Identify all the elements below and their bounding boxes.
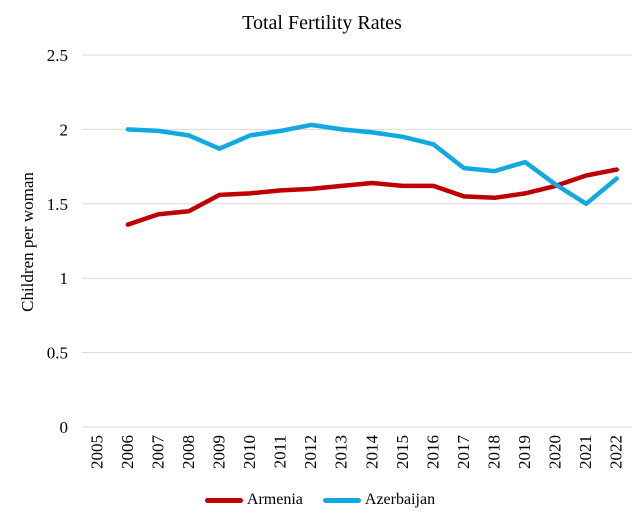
x-tick-label: 2007 (148, 435, 167, 470)
legend-label: Azerbaijan (364, 491, 436, 508)
x-tick-label: 2009 (210, 435, 229, 469)
x-tick-label: 2013 (332, 435, 351, 469)
x-tick-label: 2021 (576, 435, 595, 469)
legend-swatch (204, 497, 243, 503)
gridlines (82, 54, 632, 354)
x-tick-label: 2012 (301, 435, 320, 469)
legend: Armenia Azerbaijan (0, 490, 640, 510)
series-lines (125, 122, 619, 227)
series-line-azerbaijan (125, 122, 619, 207)
x-tick-label: 2006 (118, 435, 137, 469)
y-tick-labels: 0 0.5 1 1.5 2 2.5 (47, 46, 68, 437)
x-tick-label: 2017 (454, 435, 473, 470)
x-tick-label: 2011 (271, 435, 290, 468)
legend-item-armenia: Armenia (204, 491, 303, 509)
x-tick-label: 2022 (607, 435, 626, 469)
x-tick-label: 2016 (423, 435, 442, 469)
y-tick-label: 0.5 (47, 344, 68, 363)
y-tick-label: 0 (60, 418, 69, 437)
x-tick-label: 2005 (87, 435, 106, 469)
legend-swatch (322, 497, 361, 503)
legend-label: Armenia (246, 491, 303, 508)
y-tick-label: 2.5 (47, 46, 68, 65)
series-line-armenia (125, 167, 619, 227)
x-tick-label: 2019 (515, 435, 534, 469)
y-axis-label: Children per woman (18, 172, 37, 312)
x-tick-label: 2018 (485, 435, 504, 469)
x-tick-label: 2010 (240, 435, 259, 469)
x-tick-label: 2014 (362, 435, 381, 470)
y-tick-label: 1 (60, 269, 69, 288)
y-tick-label: 1.5 (47, 195, 68, 214)
legend-item-azerbaijan: Azerbaijan (322, 491, 436, 509)
x-tick-label: 2020 (546, 435, 565, 469)
x-tick-label: 2008 (179, 435, 198, 469)
line-chart: Total Fertility Rates Children per woman… (18, 12, 632, 470)
x-tick-labels: 2005 2006 2007 2008 2009 2010 2011 2012 2013 2014… (87, 435, 625, 470)
chart-title: Total Fertility Rates (242, 12, 402, 34)
y-tick-label: 2 (60, 120, 69, 139)
x-tick-label: 2015 (393, 435, 412, 469)
